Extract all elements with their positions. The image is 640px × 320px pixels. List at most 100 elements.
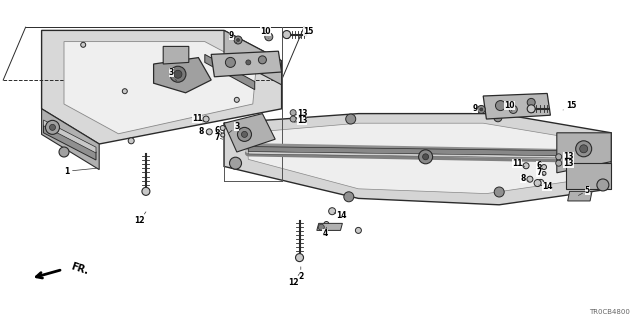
Text: 8: 8 bbox=[520, 174, 529, 183]
Text: 12: 12 bbox=[134, 212, 146, 225]
Circle shape bbox=[290, 116, 296, 122]
Circle shape bbox=[142, 188, 150, 195]
Polygon shape bbox=[317, 223, 342, 230]
Polygon shape bbox=[44, 125, 96, 160]
Text: 13: 13 bbox=[294, 109, 307, 118]
Polygon shape bbox=[154, 58, 211, 93]
Circle shape bbox=[495, 100, 506, 111]
Circle shape bbox=[122, 89, 127, 94]
Circle shape bbox=[225, 57, 236, 68]
Circle shape bbox=[527, 99, 535, 107]
Polygon shape bbox=[248, 152, 589, 158]
Text: 13: 13 bbox=[560, 159, 573, 168]
Circle shape bbox=[538, 180, 544, 185]
Text: 11: 11 bbox=[192, 114, 205, 123]
Text: 8: 8 bbox=[199, 127, 208, 136]
Circle shape bbox=[580, 145, 588, 153]
Circle shape bbox=[346, 114, 356, 124]
Circle shape bbox=[296, 254, 303, 262]
Circle shape bbox=[49, 124, 56, 130]
Polygon shape bbox=[44, 120, 96, 153]
Text: 3: 3 bbox=[169, 68, 177, 81]
Circle shape bbox=[494, 114, 502, 122]
Circle shape bbox=[170, 66, 186, 82]
Circle shape bbox=[556, 160, 562, 166]
Text: 11: 11 bbox=[512, 159, 525, 168]
Circle shape bbox=[59, 147, 69, 157]
Text: 7: 7 bbox=[536, 168, 544, 177]
Text: 6: 6 bbox=[215, 126, 222, 135]
Text: 1: 1 bbox=[65, 167, 97, 176]
Text: 5: 5 bbox=[579, 186, 590, 196]
Circle shape bbox=[527, 105, 535, 113]
Text: 13: 13 bbox=[294, 116, 307, 125]
Circle shape bbox=[283, 31, 291, 39]
Circle shape bbox=[243, 56, 254, 68]
Circle shape bbox=[422, 154, 429, 160]
Text: FR.: FR. bbox=[69, 261, 90, 276]
Circle shape bbox=[597, 179, 609, 191]
Circle shape bbox=[534, 180, 541, 187]
Circle shape bbox=[480, 108, 483, 111]
Text: 14: 14 bbox=[539, 182, 552, 191]
Circle shape bbox=[419, 150, 433, 164]
Circle shape bbox=[81, 42, 86, 47]
Text: 6: 6 bbox=[536, 161, 543, 170]
Circle shape bbox=[128, 138, 134, 144]
Circle shape bbox=[203, 116, 209, 122]
Text: 9: 9 bbox=[472, 104, 480, 114]
Circle shape bbox=[246, 60, 251, 65]
Circle shape bbox=[494, 187, 504, 197]
Circle shape bbox=[234, 36, 242, 44]
Circle shape bbox=[556, 154, 562, 160]
Circle shape bbox=[221, 133, 225, 137]
Text: 10: 10 bbox=[260, 27, 271, 38]
Circle shape bbox=[541, 164, 547, 170]
Circle shape bbox=[576, 141, 592, 157]
Polygon shape bbox=[483, 93, 550, 119]
Circle shape bbox=[237, 38, 239, 42]
Text: 12: 12 bbox=[288, 274, 300, 287]
Circle shape bbox=[234, 97, 239, 102]
Circle shape bbox=[318, 224, 324, 230]
Circle shape bbox=[324, 221, 329, 227]
Circle shape bbox=[542, 172, 546, 175]
Polygon shape bbox=[205, 54, 255, 90]
Polygon shape bbox=[224, 114, 611, 205]
Polygon shape bbox=[224, 114, 275, 152]
Polygon shape bbox=[557, 133, 611, 173]
Circle shape bbox=[259, 56, 266, 64]
Polygon shape bbox=[566, 163, 611, 189]
Text: 10: 10 bbox=[504, 101, 515, 111]
Circle shape bbox=[220, 125, 225, 131]
Circle shape bbox=[45, 120, 60, 134]
Polygon shape bbox=[568, 191, 592, 201]
Text: 13: 13 bbox=[560, 152, 573, 161]
Circle shape bbox=[206, 129, 212, 135]
Polygon shape bbox=[211, 51, 282, 77]
Circle shape bbox=[265, 33, 273, 41]
Text: 14: 14 bbox=[334, 211, 346, 220]
Text: 15: 15 bbox=[300, 27, 314, 38]
Text: 7: 7 bbox=[215, 133, 223, 142]
Text: 2: 2 bbox=[298, 267, 303, 281]
Circle shape bbox=[290, 110, 296, 116]
Circle shape bbox=[355, 228, 362, 233]
Polygon shape bbox=[163, 46, 189, 64]
Circle shape bbox=[230, 157, 241, 169]
Polygon shape bbox=[224, 30, 282, 85]
Text: 9: 9 bbox=[229, 31, 237, 43]
Circle shape bbox=[509, 106, 517, 114]
Polygon shape bbox=[64, 42, 256, 134]
Text: 3: 3 bbox=[229, 122, 239, 132]
Circle shape bbox=[527, 176, 533, 182]
Text: 4: 4 bbox=[323, 227, 328, 238]
Polygon shape bbox=[248, 147, 589, 156]
Circle shape bbox=[241, 132, 248, 137]
Polygon shape bbox=[42, 109, 99, 170]
Circle shape bbox=[523, 163, 529, 169]
Text: TR0CB4800: TR0CB4800 bbox=[589, 309, 630, 315]
Text: 15: 15 bbox=[563, 101, 576, 110]
Circle shape bbox=[477, 106, 485, 114]
Circle shape bbox=[329, 208, 335, 215]
